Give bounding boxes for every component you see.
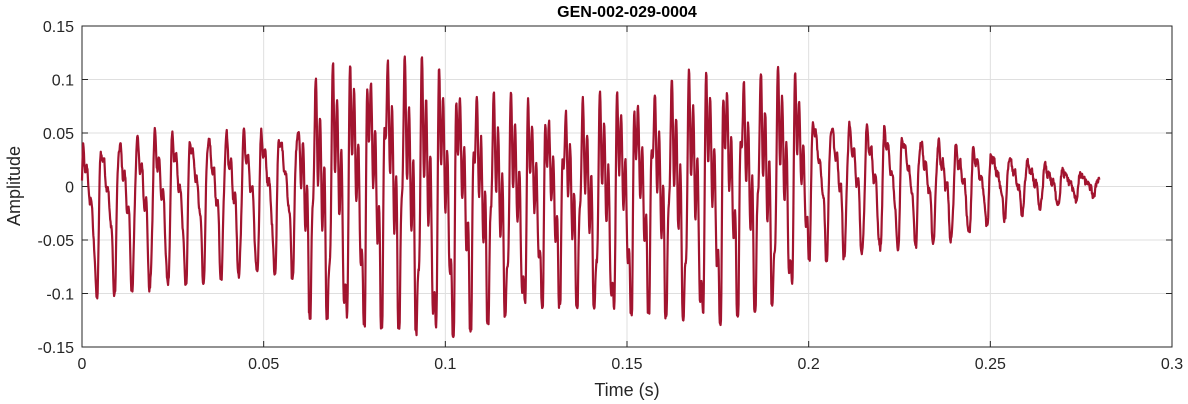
y-tick-labels: -0.15 -0.1 -0.05 0 0.05 0.1 0.15 (38, 19, 75, 357)
y-tick-label: -0.05 (38, 233, 75, 250)
y-tick-label: 0.1 (52, 73, 74, 90)
x-tick-label: 0.1 (434, 356, 456, 373)
series-layer (80, 55, 1101, 339)
y-tick-label: -0.15 (38, 340, 75, 357)
x-tick-label: 0.3 (1161, 356, 1183, 373)
y-tick-label: 0 (65, 180, 74, 197)
y-tick-label: 0.15 (43, 19, 74, 36)
chart-title: GEN-002-029-0004 (557, 4, 697, 21)
y-tick-label: -0.1 (46, 287, 74, 304)
x-tick-labels: 0 0.05 0.1 0.15 0.2 0.25 0.3 (78, 356, 1184, 373)
x-tick-label: 0.25 (975, 356, 1006, 373)
x-tick-label: 0.2 (798, 356, 820, 373)
waveform-series-line (80, 55, 1101, 339)
axis-ticks (81, 25, 1173, 348)
x-tick-label: 0.05 (248, 356, 279, 373)
x-tick-label: 0.15 (611, 356, 642, 373)
x-axis-label: Time (s) (594, 380, 659, 400)
x-tick-label: 0 (78, 356, 87, 373)
y-tick-label: 0.05 (43, 126, 74, 143)
y-axis-label: Amplitude (4, 146, 24, 226)
